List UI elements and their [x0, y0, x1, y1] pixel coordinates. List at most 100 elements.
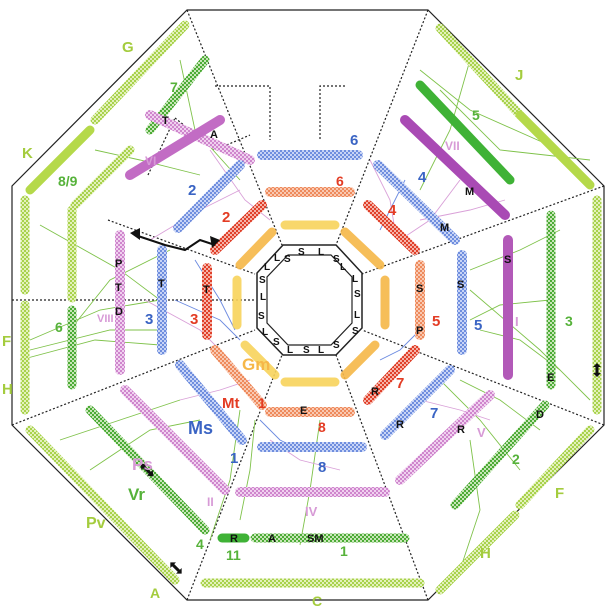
chromosome-2-right [450, 400, 550, 510]
chromosome-H-right [435, 510, 520, 595]
label-red-1: 1 [258, 395, 266, 411]
core-S: S [273, 337, 280, 348]
core-S: S [284, 254, 291, 265]
core-L: L [352, 274, 358, 285]
label-blue-8: 8 [318, 459, 326, 476]
label-red-8: 8 [318, 419, 326, 435]
bent-arrow-icon [134, 234, 216, 252]
label-blue-3: 3 [145, 311, 153, 328]
label-G: G [122, 39, 134, 56]
marker-S-red5: S [416, 283, 423, 295]
label-blue-4: 4 [418, 169, 427, 186]
marker-D-right: D [536, 409, 544, 421]
core-L: L [274, 253, 280, 264]
label-Pv: Pv [86, 515, 106, 532]
chromosome-red-2 [210, 200, 267, 255]
chromosome-blue-7 [380, 365, 455, 440]
label-K: K [22, 145, 33, 162]
core-L: L [318, 345, 324, 356]
core-S: S [258, 311, 265, 322]
core-L: L [260, 292, 266, 303]
outer-ring-chromosomes [20, 20, 602, 595]
chromosome-red-4 [363, 200, 420, 255]
chromosome-K [25, 125, 95, 195]
chromosome-red-7 [363, 345, 420, 405]
core-L: L [318, 247, 324, 258]
chromosome-J-lower [515, 110, 595, 190]
marker-S-magenta: S [504, 254, 511, 266]
marker-P-red5: P [416, 325, 423, 337]
marker-SM-chr1: SM [307, 533, 324, 545]
label-5-top: 5 [472, 107, 480, 123]
core-L: L [264, 262, 270, 273]
label-A-bottom: A [150, 585, 160, 601]
marker-R-blue7: R [396, 419, 404, 431]
label-II: II [207, 495, 214, 509]
label-Ps: Ps [132, 455, 153, 474]
core-S: S [298, 247, 305, 258]
marker-P-left: P [115, 258, 122, 270]
chromosome-blue-1 [175, 360, 247, 445]
marker-E-red8: E [300, 405, 307, 417]
marker-S-blue5: S [457, 279, 464, 291]
chromosome-VI-main [125, 115, 225, 180]
marker-D-left: D [115, 306, 123, 318]
marker-E-right: E [547, 372, 554, 384]
label-blue-2: 2 [188, 182, 196, 199]
label-4-bottom: 4 [196, 536, 204, 552]
label-Vr: Vr [128, 485, 145, 504]
chromosome-blue-2 [173, 160, 245, 233]
label-I: I [515, 314, 519, 329]
label-1: 1 [340, 543, 348, 559]
label-red-7: 7 [396, 375, 404, 392]
label-7: 7 [170, 79, 178, 95]
core-S: S [259, 275, 266, 286]
chromosome-red-1 [210, 345, 267, 410]
label-blue-7: 7 [430, 405, 438, 422]
label-H-right: H [480, 545, 491, 562]
arrowhead-icon [130, 228, 140, 240]
core-L: L [287, 345, 293, 356]
double-arrow-icon [140, 463, 154, 477]
label-H-left: H [2, 381, 13, 398]
core-L: L [262, 327, 268, 338]
arrowhead-icon [210, 236, 220, 248]
label-8-9: 8/9 [58, 173, 78, 189]
label-F-right: F [555, 485, 564, 502]
chromosome-blue-4 [373, 160, 460, 245]
label-3-right: 3 [565, 313, 573, 329]
core-S: S [333, 254, 340, 265]
marker-M-upper: M [465, 186, 474, 198]
label-V: V [477, 425, 486, 440]
chromosome-V [395, 390, 495, 485]
marker-T-blue3: T [158, 278, 165, 290]
core-S: S [354, 289, 361, 300]
marker-T-left: T [115, 282, 122, 294]
central-core [256, 244, 363, 356]
label-blue-1: 1 [230, 450, 238, 467]
marker-R-chr11: R [230, 533, 238, 545]
marker-T-red3: T [203, 284, 210, 296]
double-arrow-icons [130, 228, 601, 574]
label-Mt: Mt [222, 395, 240, 412]
label-Ms: Ms [188, 418, 213, 438]
chromosome-Pv [25, 425, 180, 585]
chromosome-5-top [415, 80, 515, 185]
blue-ring-chromosomes [157, 150, 467, 452]
marker-T-top: T [162, 115, 169, 127]
magenta-ring-chromosomes [115, 110, 513, 497]
core-L: L [354, 310, 360, 321]
label-C: C [312, 593, 322, 609]
marker-M-lower: M [440, 222, 449, 234]
yellow-ring-chromosomes [232, 220, 390, 387]
core-S: S [352, 326, 359, 337]
label-blue-5: 5 [474, 317, 482, 334]
chromosome-F-right [515, 425, 595, 510]
label-red-2: 2 [222, 209, 230, 226]
chromosome-89 [70, 145, 135, 210]
double-arrow-icon [170, 562, 182, 574]
label-VI: VI [145, 154, 156, 168]
label-VIII: VIII [97, 313, 114, 325]
marker-A-chr1: A [268, 533, 276, 545]
